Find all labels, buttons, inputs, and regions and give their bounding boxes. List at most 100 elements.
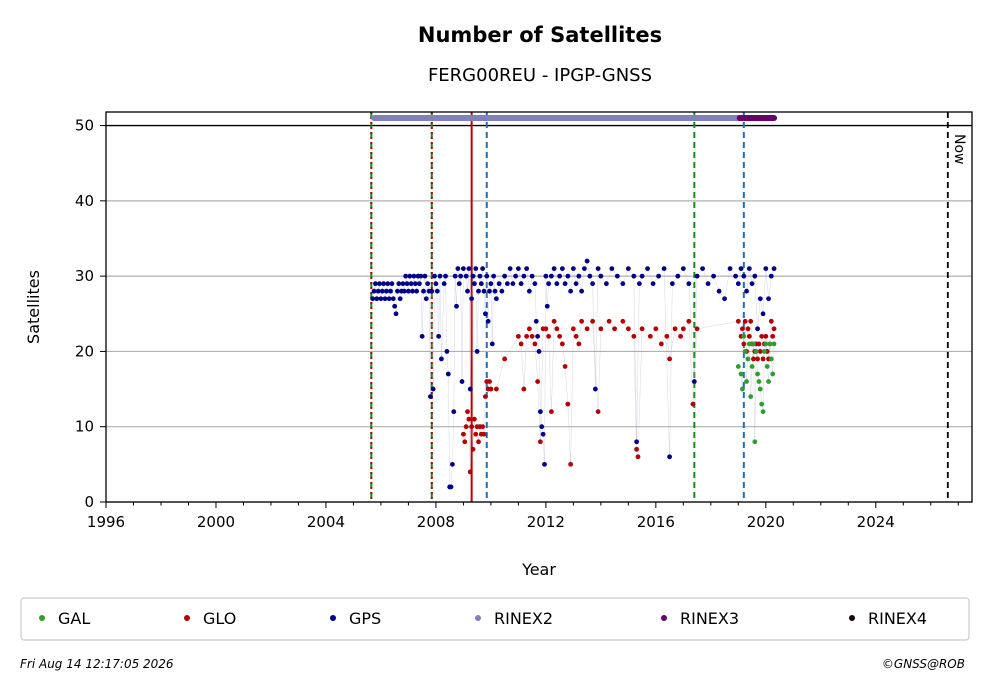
point-glo (493, 386, 499, 392)
point-gps (598, 273, 604, 279)
point-glo (488, 386, 494, 392)
point-gps (634, 439, 639, 445)
point-gps (378, 296, 384, 302)
point-gps (576, 273, 582, 279)
x-tick-label: 2012 (527, 513, 565, 531)
point-gps (390, 296, 396, 302)
point-gps (636, 281, 642, 287)
chart-title: Number of Satellites (418, 23, 662, 47)
point-gps (502, 273, 508, 279)
point-gps (738, 266, 744, 272)
point-gps (392, 303, 398, 309)
point-glo (741, 341, 747, 347)
point-gps (744, 288, 749, 294)
point-glo (634, 446, 639, 452)
point-gps (568, 288, 574, 294)
point-gps (467, 386, 473, 392)
point-gps (694, 273, 700, 279)
point-gps (526, 288, 532, 294)
point-gps (473, 266, 479, 272)
point-gps (429, 288, 435, 294)
point-gal (757, 386, 763, 392)
point-glo (755, 356, 760, 362)
point-gps (430, 386, 436, 392)
point-glo (694, 326, 700, 332)
point-gps (533, 318, 539, 324)
point-gps (375, 288, 381, 294)
y-tick-label: 30 (75, 267, 94, 285)
x-tick-label: 2016 (637, 513, 675, 531)
point-gps (529, 273, 535, 279)
x-tick-label: 2000 (197, 513, 235, 531)
point-glo (460, 431, 466, 437)
point-gps (752, 273, 758, 279)
point-glo (535, 379, 541, 384)
footer-credit: ©GNSS@ROB (881, 657, 965, 671)
point-glo (757, 349, 763, 354)
point-gps (735, 281, 741, 287)
point-gps (768, 273, 774, 279)
legend: GAL GLO GPS RINEX2 RINEX3 RINEX4 (39, 609, 927, 628)
point-gps (590, 281, 596, 287)
point-glo (635, 454, 641, 460)
point-gal (767, 341, 773, 347)
point-glo (672, 326, 678, 332)
point-gps (570, 266, 576, 272)
point-gps (539, 424, 545, 430)
x-axis-ticks: 1996 2000 2004 2008 2012 2016 2020 2024 (87, 502, 959, 531)
point-gps (436, 333, 442, 339)
point-gps (407, 273, 413, 279)
point-glo (579, 318, 585, 324)
point-glo (487, 379, 492, 384)
point-glo (546, 333, 552, 339)
point-gal (749, 364, 755, 369)
point-gal (746, 341, 752, 347)
legend-label-rinex2: RINEX2 (494, 609, 553, 628)
point-gps (716, 288, 722, 294)
series-connector-gps (372, 260, 775, 488)
point-gps (513, 273, 519, 279)
point-glo (565, 401, 571, 407)
point-gps (587, 273, 593, 279)
x-tick-label: 2008 (417, 513, 455, 531)
point-gps (760, 311, 766, 317)
point-gps (419, 333, 425, 339)
point-gps (686, 281, 692, 287)
gridlines (106, 124, 972, 503)
footer-timestamp: Fri Aug 14 12:17:05 2026 (20, 657, 174, 671)
point-gps (374, 296, 380, 302)
point-gps (771, 266, 777, 272)
point-glo (548, 409, 554, 415)
point-gps (389, 281, 395, 287)
point-gps (488, 281, 494, 287)
point-gps (609, 266, 615, 272)
legend-marker-rinex3 (661, 615, 667, 621)
point-glo (748, 318, 754, 324)
point-glo (481, 431, 487, 437)
point-glo (686, 318, 692, 324)
point-gps (733, 273, 738, 279)
point-glo (612, 326, 618, 332)
point-glo (466, 416, 472, 422)
point-gal (751, 341, 756, 347)
y-axis-ticks: 0 10 20 30 40 50 (75, 117, 106, 511)
point-gps (532, 281, 538, 287)
plot-area-frame (105, 111, 973, 503)
now-label: Now (951, 134, 967, 165)
point-glo (631, 333, 637, 339)
point-glo (763, 333, 769, 339)
point-gps (584, 258, 590, 264)
point-gps (559, 266, 565, 272)
point-gps (603, 281, 609, 287)
point-glo (465, 409, 470, 415)
x-tick-label: 1996 (87, 513, 125, 531)
point-gps (463, 273, 469, 279)
point-gps (749, 281, 755, 287)
y-tick-label: 10 (75, 418, 94, 436)
point-gps (425, 281, 431, 287)
point-glo (482, 394, 488, 399)
point-glo (742, 318, 748, 324)
point-glo (770, 333, 776, 339)
point-gps (485, 318, 491, 324)
